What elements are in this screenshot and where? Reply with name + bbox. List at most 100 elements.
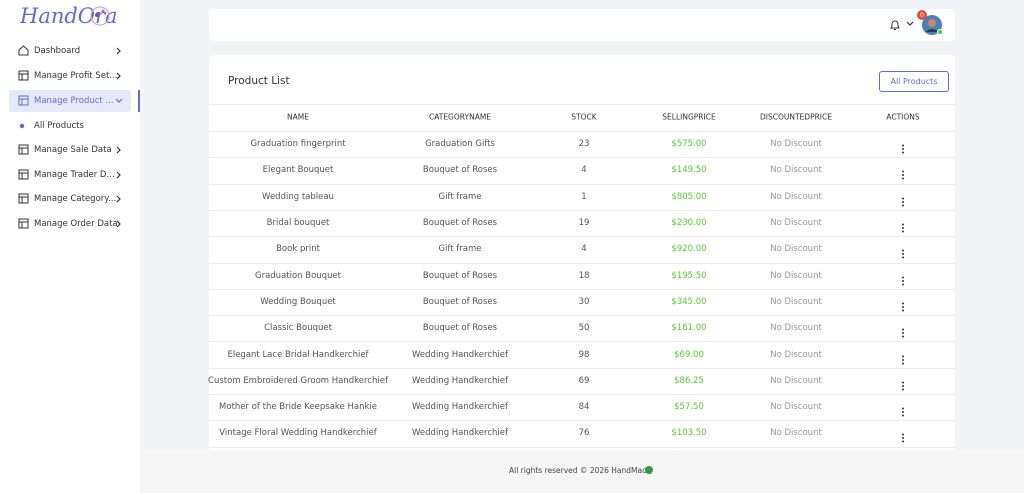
- nav-label: All Products: [34, 121, 84, 131]
- nav-label: Manage Category...: [34, 194, 117, 204]
- table-cell: Wedding Handkerchief: [412, 375, 508, 386]
- table-cell: Wedding Bouquet: [260, 296, 336, 307]
- row-line: [209, 183, 955, 185]
- table-cell: No Discount: [770, 428, 822, 439]
- table-cell: Wedding Handkerchief: [412, 349, 508, 360]
- column-header: CATEGORYNAME: [428, 112, 492, 122]
- actions-menu[interactable]: [901, 297, 905, 316]
- row-line: [209, 288, 955, 290]
- row-line: [209, 157, 955, 159]
- actions-menu[interactable]: [901, 165, 905, 184]
- row-line: [209, 236, 955, 238]
- table-cell: 4: [581, 165, 587, 176]
- table-cell: Bouquet of Roses: [422, 323, 498, 334]
- actions-menu[interactable]: [901, 139, 905, 158]
- table-cell: 4: [581, 244, 587, 255]
- footer: All rights reserved © 2026 HandMade: [140, 450, 1024, 493]
- footer-text: All rights reserved © 2026 HandMade: [509, 466, 652, 475]
- table-cell: Graduation Gifts: [425, 139, 495, 150]
- table-cell: No Discount: [770, 244, 822, 255]
- table-cell: $161.00: [671, 323, 707, 334]
- row-line: [209, 446, 955, 448]
- row-line: [209, 394, 955, 395]
- nav-label: Manage Profit Set...: [34, 71, 118, 81]
- nav-label: Manage Trader D...: [34, 170, 115, 180]
- table-cell: Vintage Floral Wedding Handkerchief: [219, 428, 377, 439]
- topbar: 0: [209, 9, 955, 41]
- row-line: [209, 420, 955, 422]
- actions-menu[interactable]: [901, 376, 905, 395]
- table-cell: Wedding Handkerchief: [412, 402, 508, 413]
- table-cell: $57.50: [674, 402, 704, 413]
- nav-label: Dashboard: [34, 46, 81, 56]
- table-cell: 84: [578, 402, 590, 413]
- table-cell: 18: [578, 270, 590, 281]
- table-cell: Classic Bouquet: [264, 323, 332, 334]
- table-cell: $230.00: [671, 218, 707, 229]
- column-header: SELLINGPRICE: [662, 112, 716, 122]
- table-cell: $805.00: [671, 191, 707, 202]
- actions-menu[interactable]: [901, 218, 905, 237]
- dropdown-icon[interactable]: [906, 21, 914, 27]
- actions-menu[interactable]: [901, 271, 905, 290]
- table-cell: 98: [578, 349, 590, 360]
- table-cell: Gift frame: [438, 244, 482, 255]
- table-cell: 50: [578, 323, 590, 334]
- table-cell: Bouquet of Roses: [422, 165, 498, 176]
- table-cell: No Discount: [770, 165, 822, 176]
- table-cell: 69: [578, 375, 590, 386]
- nav-item[interactable]: Manage Trader D...: [9, 164, 131, 186]
- actions-menu[interactable]: [901, 402, 905, 421]
- nav-item[interactable]: All Products: [9, 115, 131, 137]
- nav-item[interactable]: Manage Order Data: [9, 213, 131, 235]
- column-header: STOCK: [571, 112, 597, 122]
- table-cell: 30: [578, 296, 590, 307]
- logo[interactable]: HandOra: [20, 4, 118, 28]
- table-cell: Wedding tableau: [262, 191, 334, 202]
- nav-label: Manage Order Data: [34, 219, 118, 229]
- table-cell: Bouquet of Roses: [422, 270, 498, 281]
- nav-item[interactable]: Manage Product ...: [9, 90, 131, 112]
- actions-menu[interactable]: [901, 192, 905, 211]
- nav-item[interactable]: Manage Sale Data: [9, 139, 131, 161]
- table-cell: No Discount: [770, 218, 822, 229]
- table-cell: Graduation fingerprint: [250, 139, 346, 150]
- table-cell: $149.50: [671, 165, 707, 176]
- nav-item[interactable]: Manage Profit Set...: [9, 65, 131, 87]
- avatar[interactable]: [921, 14, 945, 38]
- table-cell: No Discount: [770, 191, 822, 202]
- table-cell: 23: [578, 139, 590, 150]
- nav-label: Manage Sale Data: [34, 145, 112, 155]
- header-line: [209, 104, 955, 105]
- actions-menu[interactable]: [901, 428, 905, 447]
- table-cell: No Discount: [770, 349, 822, 360]
- table-cell: $103.50: [671, 428, 707, 439]
- table-cell: Graduation Bouquet: [254, 270, 342, 281]
- table-cell: 1: [581, 191, 587, 202]
- card-title: Product List: [228, 75, 290, 87]
- table-cell: Bridal bouquet: [266, 218, 330, 229]
- bell-icon[interactable]: [889, 19, 901, 31]
- table-cell: Custom Embroidered Groom Handkerchief: [208, 375, 388, 386]
- actions-menu[interactable]: [901, 244, 905, 263]
- table-cell: Bouquet of Roses: [422, 296, 498, 307]
- table-cell: Book print: [276, 244, 320, 255]
- all-products-button[interactable]: All Products: [879, 71, 949, 92]
- nav-item[interactable]: Manage Category...: [9, 188, 131, 210]
- table-cell: No Discount: [770, 270, 822, 281]
- table-cell: 19: [578, 218, 590, 229]
- table-cell: No Discount: [770, 402, 822, 413]
- nav-label: Manage Product ...: [34, 96, 114, 106]
- table-cell: No Discount: [770, 323, 822, 334]
- table-cell: Wedding Handkerchief: [412, 428, 508, 439]
- nav-item[interactable]: Dashboard: [9, 40, 131, 62]
- table-cell: $69.00: [674, 349, 704, 360]
- row-line: [209, 367, 955, 369]
- actions-menu[interactable]: [901, 323, 905, 342]
- table-cell: $195.50: [671, 270, 707, 281]
- actions-menu[interactable]: [901, 350, 905, 369]
- product-card: Product List All Products: [209, 55, 955, 455]
- table-cell: Gift frame: [438, 191, 482, 202]
- active-indicator: [138, 90, 140, 112]
